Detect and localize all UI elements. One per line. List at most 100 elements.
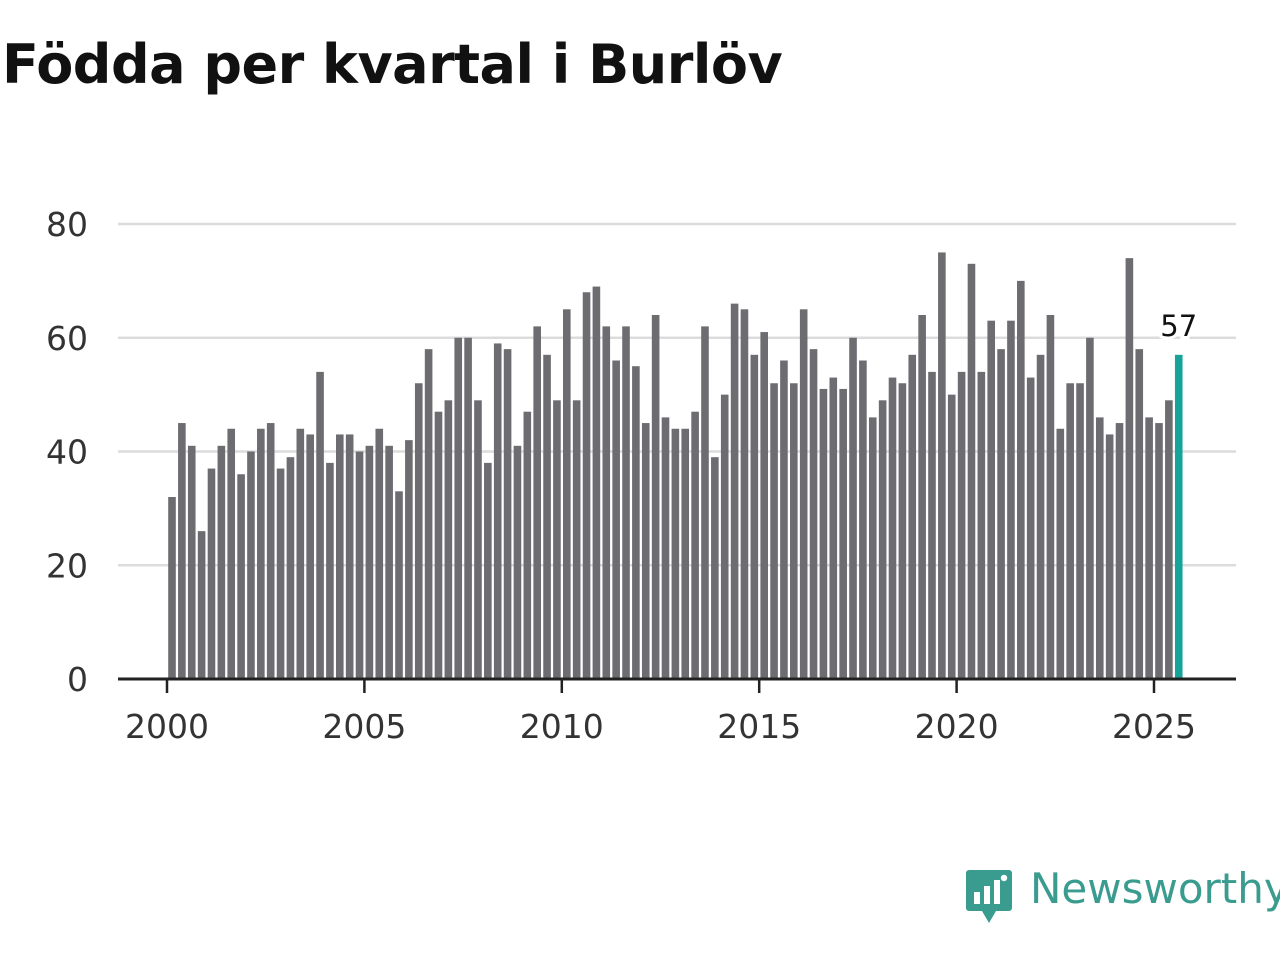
bar-2007-Q1: [444, 400, 453, 679]
bar-2010-Q1: [563, 309, 571, 679]
chart-title: Födda per kvartal i Burlöv: [2, 33, 783, 96]
bar-2011-Q3: [622, 326, 630, 680]
bar-2016-Q4: [829, 377, 838, 679]
bar-2016-Q2: [809, 349, 818, 680]
bar-2013-Q2: [691, 411, 699, 679]
bar-2005-Q3: [385, 445, 393, 679]
bar-2010-Q2: [572, 400, 581, 679]
y-tick-label-0: 0: [67, 660, 88, 699]
bar-2019-Q1: [918, 315, 926, 679]
x-tick-label-2025: 2025: [1112, 707, 1196, 746]
bar-2012-Q4: [671, 428, 680, 679]
bar-2014-Q4: [750, 354, 759, 679]
bar-2021-Q4: [1026, 377, 1035, 679]
bar-2007-Q4: [474, 400, 482, 679]
value-label-last: 57: [1160, 309, 1197, 343]
bar-2015-Q2: [770, 383, 778, 679]
bar-2017-Q1: [839, 388, 847, 679]
bar-2008-Q1: [484, 462, 492, 680]
bar-2015-Q3: [780, 360, 788, 679]
bar-2020-Q3: [977, 371, 986, 680]
bar-2018-Q4: [908, 354, 917, 679]
bar-2006-Q2: [414, 383, 423, 679]
bar-2011-Q2: [612, 360, 620, 679]
bar-2014-Q2: [730, 303, 739, 680]
bars: [168, 252, 1183, 680]
y-tick-label-80: 80: [46, 205, 88, 244]
bar-2018-Q1: [878, 400, 887, 679]
x-tick-label-2020: 2020: [915, 707, 999, 746]
bar-2008-Q3: [503, 349, 512, 680]
newsworthy-logo: Newsworthy: [964, 864, 1280, 928]
bar-2014-Q1: [720, 394, 729, 680]
bar-2000-Q1: [168, 497, 176, 679]
bar-2013-Q3: [701, 326, 709, 680]
bar-2019-Q2: [928, 371, 936, 680]
bar-2020-Q4: [987, 320, 996, 679]
bar-2021-Q3: [1017, 280, 1025, 680]
bar-2017-Q2: [849, 337, 857, 679]
bar-2024-Q2: [1125, 258, 1134, 680]
bar-2022-Q1: [1036, 354, 1045, 679]
bar-2021-Q2: [1007, 320, 1015, 679]
y-tick-label-20: 20: [46, 546, 88, 585]
bar-2009-Q3: [543, 354, 551, 679]
bar-2005-Q2: [375, 428, 384, 679]
bar-2006-Q3: [424, 349, 433, 680]
bar-2002-Q3: [266, 423, 275, 679]
bar-2020-Q1: [957, 371, 966, 680]
y-tick-label-60: 60: [46, 319, 88, 358]
bar-2019-Q3: [938, 252, 946, 679]
bar-2022-Q3: [1056, 428, 1065, 679]
bar-2003-Q3: [306, 434, 314, 679]
bar-2016-Q3: [819, 388, 828, 679]
bar-2009-Q2: [533, 326, 541, 680]
bar-2001-Q1: [207, 468, 216, 679]
bar-2018-Q2: [888, 377, 897, 679]
bar-2023-Q4: [1105, 434, 1114, 679]
bar-2023-Q3: [1095, 417, 1104, 680]
x-tick-label-2000: 2000: [125, 707, 209, 746]
bar-2023-Q1: [1076, 383, 1084, 679]
bar-2007-Q3: [464, 337, 472, 679]
bar-2012-Q1: [641, 423, 650, 679]
x-tick-label-2005: 2005: [322, 707, 406, 746]
bar-2001-Q4: [237, 474, 245, 679]
x-tick-label-2015: 2015: [717, 707, 801, 746]
bar-2001-Q3: [227, 428, 236, 679]
bar-2008-Q2: [493, 343, 502, 679]
bar-2017-Q4: [868, 417, 877, 680]
bar-2008-Q4: [513, 445, 522, 679]
bar-2000-Q3: [187, 445, 196, 679]
y-tick-label-40: 40: [46, 433, 88, 472]
bar-2001-Q2: [217, 445, 226, 679]
bar-2019-Q4: [947, 394, 956, 680]
bar-2016-Q1: [799, 309, 808, 679]
axes: [118, 677, 1236, 693]
bar-2024-Q4: [1145, 417, 1153, 680]
bar-2007-Q2: [454, 337, 463, 679]
bar-2009-Q1: [523, 411, 532, 679]
bar-2005-Q1: [365, 445, 374, 679]
bar-2015-Q1: [760, 332, 768, 679]
bar-2013-Q1: [681, 428, 690, 679]
bar-2004-Q3: [345, 434, 354, 679]
bar-2012-Q3: [661, 417, 670, 680]
bar-2005-Q4: [395, 491, 403, 679]
bar-2022-Q4: [1066, 383, 1074, 679]
newsworthy-logo-icon: [966, 870, 1012, 923]
bar-2000-Q2: [178, 423, 186, 679]
bar-2013-Q4: [711, 457, 719, 679]
bar-2004-Q4: [355, 451, 364, 679]
bar-2010-Q4: [592, 286, 601, 679]
bar-2025-Q3: [1174, 354, 1183, 679]
bar-2003-Q1: [286, 457, 295, 679]
bar-2010-Q3: [582, 292, 591, 679]
bar-2012-Q2: [651, 315, 660, 679]
bar-2003-Q2: [296, 428, 305, 679]
bar-2009-Q4: [553, 400, 561, 679]
bar-2023-Q2: [1086, 337, 1094, 679]
bar-2002-Q1: [247, 451, 255, 679]
bar-2003-Q4: [316, 371, 324, 680]
